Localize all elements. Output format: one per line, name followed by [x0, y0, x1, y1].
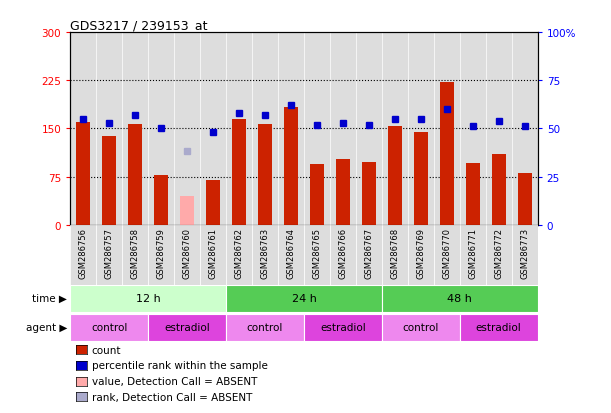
Text: control: control: [403, 322, 439, 332]
Bar: [440, 83, 454, 225]
Text: GSM286762: GSM286762: [235, 228, 244, 278]
Bar: [459, 314, 538, 341]
Bar: [512, 225, 538, 285]
Text: GSM286761: GSM286761: [208, 228, 218, 278]
Text: GSM286758: GSM286758: [131, 228, 140, 278]
Text: GSM286764: GSM286764: [287, 228, 296, 278]
Text: GSM286771: GSM286771: [468, 228, 477, 278]
Bar: [434, 225, 459, 285]
Bar: [459, 225, 486, 285]
Bar: [408, 225, 434, 285]
Bar: [76, 123, 90, 225]
Bar: [330, 225, 356, 285]
Bar: [382, 225, 408, 285]
Bar: [356, 225, 382, 285]
Bar: [226, 314, 304, 341]
Text: control: control: [91, 322, 128, 332]
Text: control: control: [247, 322, 284, 332]
Bar: [154, 175, 168, 225]
Text: GSM286767: GSM286767: [364, 228, 373, 278]
Bar: [174, 225, 200, 285]
Text: time ▶: time ▶: [32, 293, 67, 304]
Bar: [70, 285, 226, 312]
Bar: [226, 285, 382, 312]
Text: GSM286769: GSM286769: [416, 228, 425, 278]
Text: 48 h: 48 h: [447, 293, 472, 304]
Text: GSM286756: GSM286756: [79, 228, 88, 278]
Bar: [226, 225, 252, 285]
Text: GSM286763: GSM286763: [260, 228, 269, 278]
Text: rank, Detection Call = ABSENT: rank, Detection Call = ABSENT: [92, 392, 252, 402]
Bar: [180, 196, 194, 225]
Text: 24 h: 24 h: [291, 293, 316, 304]
Bar: [304, 314, 382, 341]
Text: GSM286766: GSM286766: [338, 228, 348, 278]
Text: GDS3217 / 239153_at: GDS3217 / 239153_at: [70, 19, 208, 32]
Bar: [336, 160, 350, 225]
Bar: [492, 155, 506, 225]
Text: estradiol: estradiol: [164, 322, 210, 332]
Bar: [70, 314, 148, 341]
Bar: [148, 225, 174, 285]
Text: count: count: [92, 345, 121, 355]
Bar: [122, 225, 148, 285]
Bar: [128, 125, 142, 225]
Text: agent ▶: agent ▶: [26, 322, 67, 332]
Bar: [284, 108, 298, 225]
Text: GSM286768: GSM286768: [390, 228, 400, 278]
Bar: [382, 285, 538, 312]
Text: GSM286765: GSM286765: [312, 228, 321, 278]
Text: estradiol: estradiol: [320, 322, 366, 332]
Bar: [148, 314, 226, 341]
Bar: [304, 225, 330, 285]
Bar: [70, 225, 97, 285]
Bar: [466, 164, 480, 225]
Text: GSM286773: GSM286773: [520, 228, 529, 278]
Text: GSM286760: GSM286760: [183, 228, 192, 278]
Bar: [486, 225, 512, 285]
Text: GSM286757: GSM286757: [104, 228, 114, 278]
Bar: [388, 127, 402, 225]
Bar: [278, 225, 304, 285]
Text: GSM286772: GSM286772: [494, 228, 503, 278]
Text: GSM286759: GSM286759: [156, 228, 166, 278]
Bar: [414, 132, 428, 225]
Bar: [362, 163, 376, 225]
Bar: [200, 225, 226, 285]
Text: value, Detection Call = ABSENT: value, Detection Call = ABSENT: [92, 376, 257, 386]
Bar: [310, 164, 324, 225]
Text: percentile rank within the sample: percentile rank within the sample: [92, 361, 268, 370]
Bar: [518, 174, 532, 225]
Bar: [382, 314, 459, 341]
Bar: [232, 119, 246, 225]
Text: GSM286770: GSM286770: [442, 228, 452, 278]
Bar: [97, 225, 122, 285]
Bar: [258, 125, 272, 225]
Bar: [102, 137, 116, 225]
Bar: [206, 180, 220, 225]
Text: estradiol: estradiol: [476, 322, 522, 332]
Bar: [252, 225, 278, 285]
Text: 12 h: 12 h: [136, 293, 161, 304]
